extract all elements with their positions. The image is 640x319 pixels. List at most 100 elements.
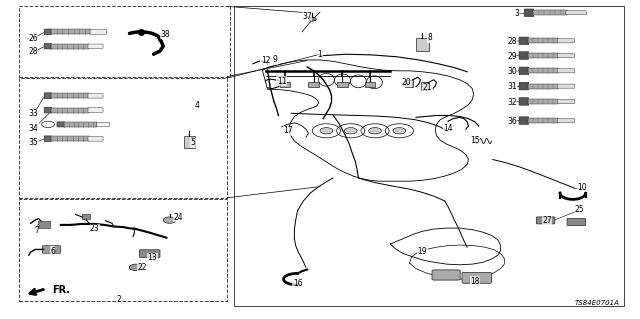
Text: 29: 29 <box>507 52 517 61</box>
Circle shape <box>163 217 176 223</box>
Text: 14: 14 <box>443 124 453 133</box>
FancyBboxPatch shape <box>57 122 65 127</box>
Bar <box>528 99 558 104</box>
Text: 17: 17 <box>283 126 293 135</box>
Bar <box>19 199 227 301</box>
Text: 9: 9 <box>273 56 278 64</box>
Text: TS84E0701A: TS84E0701A <box>575 300 620 306</box>
Text: 26: 26 <box>28 34 38 43</box>
Bar <box>533 10 566 15</box>
Text: 28: 28 <box>29 47 38 56</box>
Circle shape <box>369 128 381 134</box>
Text: 2: 2 <box>116 295 121 304</box>
Bar <box>51 93 89 98</box>
Bar <box>528 84 558 89</box>
FancyBboxPatch shape <box>519 67 529 75</box>
FancyBboxPatch shape <box>88 108 103 112</box>
Text: 19: 19 <box>417 247 428 256</box>
Bar <box>416 38 429 51</box>
Bar <box>64 122 97 127</box>
Bar <box>528 53 558 58</box>
Text: 36: 36 <box>507 117 517 126</box>
Bar <box>19 6 230 77</box>
Text: 34: 34 <box>28 124 38 133</box>
Text: 30: 30 <box>507 67 517 76</box>
Bar <box>51 29 91 34</box>
Bar <box>234 6 624 306</box>
Text: 37: 37 <box>302 12 312 21</box>
Bar <box>280 82 290 87</box>
FancyBboxPatch shape <box>557 54 575 57</box>
FancyBboxPatch shape <box>140 250 160 257</box>
FancyBboxPatch shape <box>462 272 492 283</box>
FancyBboxPatch shape <box>88 93 103 98</box>
Text: 27: 27 <box>542 216 552 225</box>
FancyBboxPatch shape <box>557 39 575 43</box>
Text: 6: 6 <box>50 247 55 256</box>
Bar <box>337 82 348 87</box>
Text: 4: 4 <box>195 101 200 110</box>
FancyBboxPatch shape <box>88 137 103 141</box>
FancyBboxPatch shape <box>432 270 460 280</box>
Bar <box>184 136 195 148</box>
Text: 13: 13 <box>147 253 157 262</box>
FancyBboxPatch shape <box>44 107 52 113</box>
FancyBboxPatch shape <box>42 246 61 253</box>
Text: 16: 16 <box>292 279 303 288</box>
FancyBboxPatch shape <box>524 9 534 17</box>
FancyBboxPatch shape <box>44 136 52 142</box>
Text: 12: 12 <box>261 56 270 65</box>
Bar <box>421 82 429 90</box>
Text: 21: 21 <box>423 83 432 92</box>
Text: 10: 10 <box>577 183 588 192</box>
Bar <box>82 214 90 219</box>
Bar <box>528 38 558 43</box>
Text: 32: 32 <box>507 98 517 107</box>
Text: 22: 22 <box>138 263 147 272</box>
Circle shape <box>393 128 406 134</box>
FancyBboxPatch shape <box>519 37 529 45</box>
Text: 15: 15 <box>470 137 480 145</box>
Bar <box>38 221 50 228</box>
Bar <box>19 78 227 198</box>
Text: 5: 5 <box>191 138 196 147</box>
FancyBboxPatch shape <box>88 44 103 48</box>
Bar <box>51 44 89 48</box>
Text: 18: 18 <box>470 277 479 286</box>
FancyBboxPatch shape <box>44 44 52 49</box>
Circle shape <box>129 264 142 271</box>
FancyBboxPatch shape <box>519 82 529 90</box>
Bar <box>365 82 375 87</box>
Text: 31: 31 <box>507 82 517 91</box>
Bar <box>51 108 89 113</box>
FancyBboxPatch shape <box>557 100 575 103</box>
Text: FR.: FR. <box>52 285 70 295</box>
Text: 38: 38 <box>160 30 170 39</box>
Bar <box>51 136 89 141</box>
FancyBboxPatch shape <box>90 30 106 34</box>
FancyBboxPatch shape <box>557 69 575 73</box>
Text: 28: 28 <box>508 37 516 46</box>
Circle shape <box>344 128 357 134</box>
FancyBboxPatch shape <box>557 84 575 88</box>
Text: 3: 3 <box>515 9 520 18</box>
Text: 20: 20 <box>401 78 412 87</box>
Text: 11: 11 <box>277 77 286 86</box>
FancyBboxPatch shape <box>519 52 529 59</box>
Bar <box>308 82 319 87</box>
Bar <box>528 68 558 73</box>
Text: 24: 24 <box>173 213 183 222</box>
FancyBboxPatch shape <box>519 117 529 124</box>
FancyBboxPatch shape <box>567 219 586 226</box>
FancyBboxPatch shape <box>557 119 575 122</box>
Circle shape <box>320 128 333 134</box>
Text: 7: 7 <box>34 226 39 235</box>
Bar <box>405 80 413 87</box>
FancyBboxPatch shape <box>536 217 555 224</box>
Text: 23: 23 <box>90 224 100 233</box>
FancyBboxPatch shape <box>44 29 52 35</box>
FancyBboxPatch shape <box>566 11 586 15</box>
FancyBboxPatch shape <box>97 122 109 127</box>
Circle shape <box>308 17 316 21</box>
FancyBboxPatch shape <box>519 98 529 105</box>
